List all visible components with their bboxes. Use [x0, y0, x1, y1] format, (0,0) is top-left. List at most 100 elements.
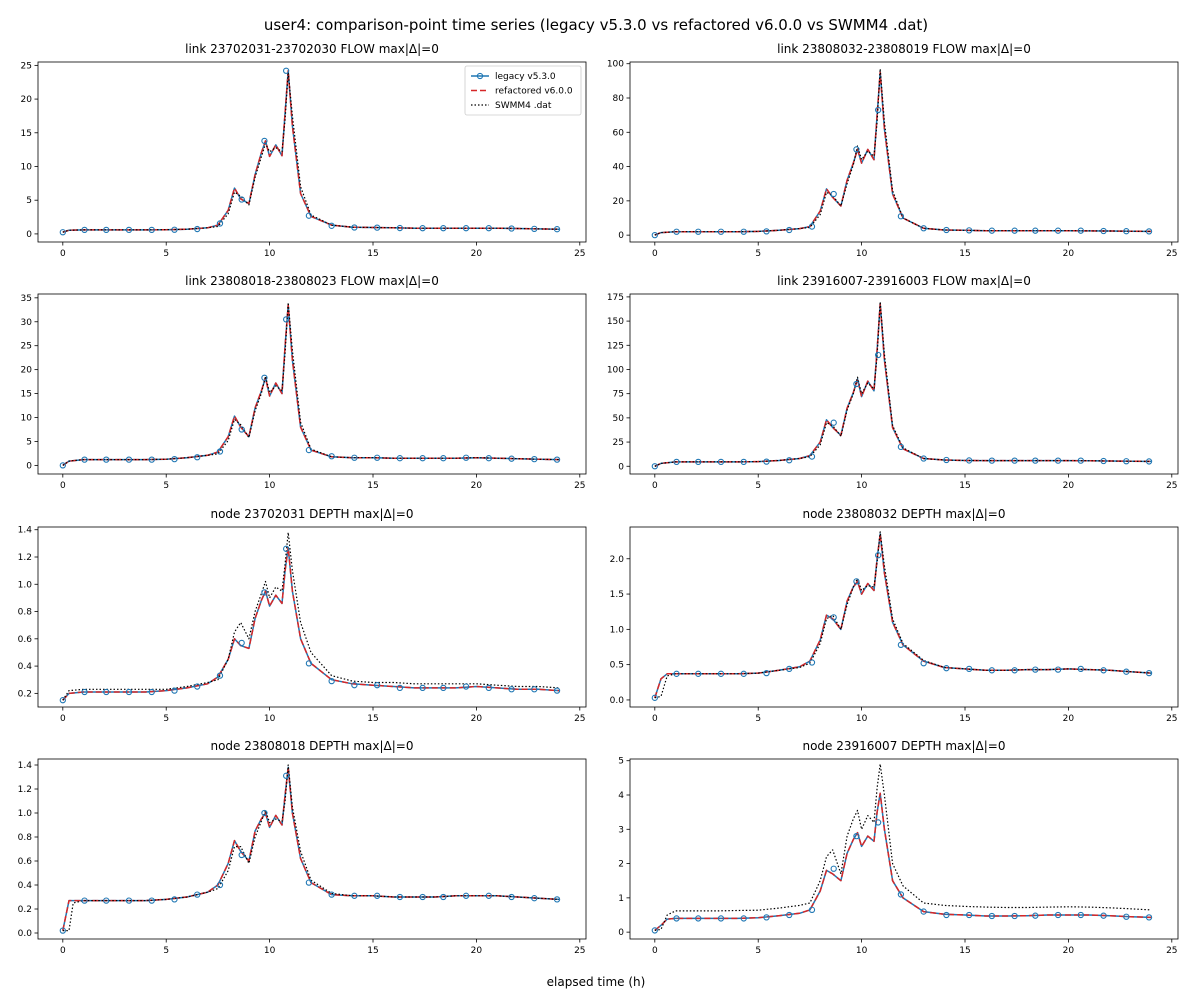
- subplot-title: link 23702031-23702030 FLOW max|Δ|=0: [185, 42, 439, 56]
- legacy-marker: [419, 225, 426, 232]
- x-tick-label: 5: [163, 481, 169, 491]
- legacy-marker: [853, 380, 860, 388]
- x-tick-label: 15: [959, 481, 970, 491]
- legacy-marker: [194, 891, 201, 898]
- legend: legacy v5.3.0 refactored v6.0.0 SWMM4 .dat: [464, 65, 582, 116]
- x-tick-label: 5: [163, 249, 169, 259]
- y-tick-label: 1.2: [18, 553, 32, 563]
- y-tick-label: 0: [26, 461, 32, 471]
- legacy-marker: [1077, 227, 1084, 234]
- x-tick-label: 5: [163, 946, 169, 956]
- legacy-marker: [553, 687, 561, 694]
- subplot-6: node 23808032 DEPTH max|Δ|=0 0 5 10 15 20 25 0.…: [610, 507, 1179, 724]
- legacy-marker: [673, 228, 680, 235]
- legacy-marker: [920, 455, 927, 462]
- legacy-marker: [875, 552, 882, 559]
- y-tick-label: 0.4: [18, 881, 33, 891]
- legacy-marker: [171, 226, 178, 233]
- axes-frame: [629, 61, 1179, 243]
- legacy-marker: [351, 682, 358, 689]
- x-tick-label: 15: [367, 946, 378, 956]
- legacy-marker: [373, 454, 381, 461]
- legacy-marker: [1054, 457, 1062, 464]
- legacy-marker: [853, 832, 860, 840]
- y-tick-label: 20: [613, 197, 625, 207]
- legacy-marker: [1011, 227, 1018, 234]
- legacy-marker: [485, 455, 492, 462]
- legacy-marker: [830, 419, 837, 426]
- legacy-marker: [808, 906, 816, 914]
- legacy-marker: [261, 137, 268, 145]
- x-tick-label: 20: [1063, 481, 1075, 491]
- legacy-marker: [305, 446, 313, 454]
- legacy-marker: [440, 455, 447, 462]
- y-tick-label: 20: [21, 95, 33, 105]
- y-tick-label: 10: [21, 414, 33, 424]
- y-tick-label: 0.2: [18, 689, 32, 699]
- legacy-marker: [965, 665, 973, 673]
- legacy-marker: [351, 892, 358, 899]
- legacy-marker: [763, 228, 770, 235]
- y-tick-label: 75: [613, 390, 624, 400]
- legacy-marker: [920, 908, 927, 915]
- legacy-marker: [988, 667, 996, 674]
- legacy-marker: [875, 351, 882, 359]
- y-tick-label: 0.8: [18, 833, 33, 843]
- x-tick-label: 20: [471, 946, 483, 956]
- legacy-marker: [103, 456, 110, 463]
- subplot-4: link 23916007-23916003 FLOW max|Δ|=0 0 5 10…: [607, 274, 1179, 491]
- y-tick-label: 50: [613, 414, 625, 424]
- y-tick-label: 100: [607, 60, 624, 70]
- legacy-marker: [695, 458, 702, 466]
- series-line-1: [654, 533, 1152, 699]
- series-line-1: [62, 766, 560, 931]
- y-tick-label: 10: [21, 162, 33, 172]
- y-tick-label: 4: [618, 791, 624, 801]
- x-tick-label: 15: [367, 249, 378, 259]
- y-tick-label: 0.0: [18, 929, 33, 939]
- legacy-marker: [238, 851, 245, 859]
- axes-frame: [629, 758, 1179, 940]
- legacy-marker: [943, 911, 950, 919]
- x-tick-label: 0: [60, 946, 66, 956]
- y-tick-label: 1.4: [18, 761, 33, 771]
- x-tick-label: 25: [1166, 249, 1177, 259]
- subplot-8: node 23916007 DEPTH max|Δ|=00 5 10 15 20 2501…: [618, 739, 1179, 956]
- legacy-marker: [216, 448, 224, 455]
- x-tick-label: 25: [574, 481, 585, 491]
- x-tick-label: 15: [367, 481, 378, 491]
- legacy-marker: [1054, 666, 1062, 673]
- legacy-marker: [81, 226, 88, 234]
- legacy-marker: [943, 456, 950, 464]
- legacy-marker: [988, 457, 996, 464]
- legacy-marker: [194, 225, 201, 233]
- x-tick-label: 20: [471, 249, 483, 259]
- legacy-marker: [305, 879, 313, 886]
- subplot-title: link 23808018-23808023 FLOW max|Δ|=0: [185, 274, 439, 288]
- x-tick-label: 10: [264, 714, 276, 724]
- figure-title: user4: comparison-point time series (leg…: [263, 16, 929, 34]
- y-tick-label: 2: [618, 860, 624, 870]
- legacy-marker: [673, 670, 680, 677]
- legacy-marker: [531, 895, 538, 902]
- y-tick-label: 5: [618, 757, 624, 767]
- legacy-marker: [59, 697, 66, 704]
- series-line-3: [654, 763, 1152, 931]
- y-tick-label: 25: [613, 438, 624, 448]
- legacy-marker: [965, 911, 973, 919]
- y-tick-label: 0.2: [18, 905, 32, 915]
- legacy-marker: [148, 688, 155, 696]
- y-tick-label: 5: [26, 437, 32, 447]
- legacy-marker: [1011, 912, 1018, 920]
- legacy-marker: [305, 212, 313, 219]
- legacy-marker: [351, 454, 358, 461]
- x-tick-label: 10: [264, 481, 276, 491]
- legacy-marker: [419, 455, 426, 462]
- legacy-marker: [148, 226, 155, 234]
- x-tick-label: 0: [652, 249, 658, 259]
- legacy-marker: [1011, 457, 1018, 464]
- x-tick-label: 10: [264, 946, 276, 956]
- legacy-marker: [396, 455, 404, 462]
- series-line-2: [654, 792, 1152, 931]
- y-tick-label: 2.0: [610, 555, 625, 565]
